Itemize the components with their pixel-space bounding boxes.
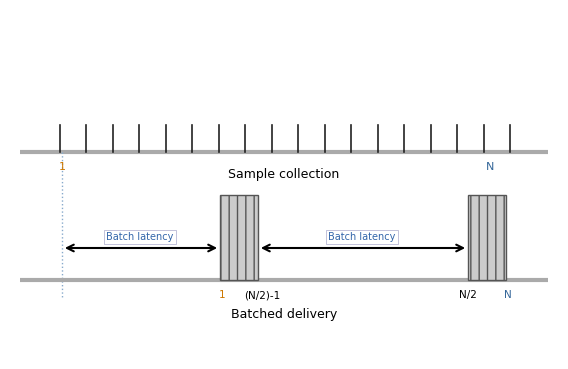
- Text: Sample collection: Sample collection: [228, 168, 340, 181]
- Text: Batched delivery: Batched delivery: [231, 308, 337, 321]
- Bar: [220, 195, 258, 280]
- Text: 1: 1: [219, 290, 225, 300]
- Text: Batch latency: Batch latency: [106, 232, 174, 242]
- Text: 1: 1: [59, 162, 65, 172]
- Text: Batch latency: Batch latency: [328, 232, 396, 242]
- Text: N: N: [486, 162, 494, 172]
- Text: N/2: N/2: [459, 290, 477, 300]
- Text: (N/2)-1: (N/2)-1: [244, 290, 280, 300]
- Bar: [468, 195, 506, 280]
- Text: N: N: [504, 290, 512, 300]
